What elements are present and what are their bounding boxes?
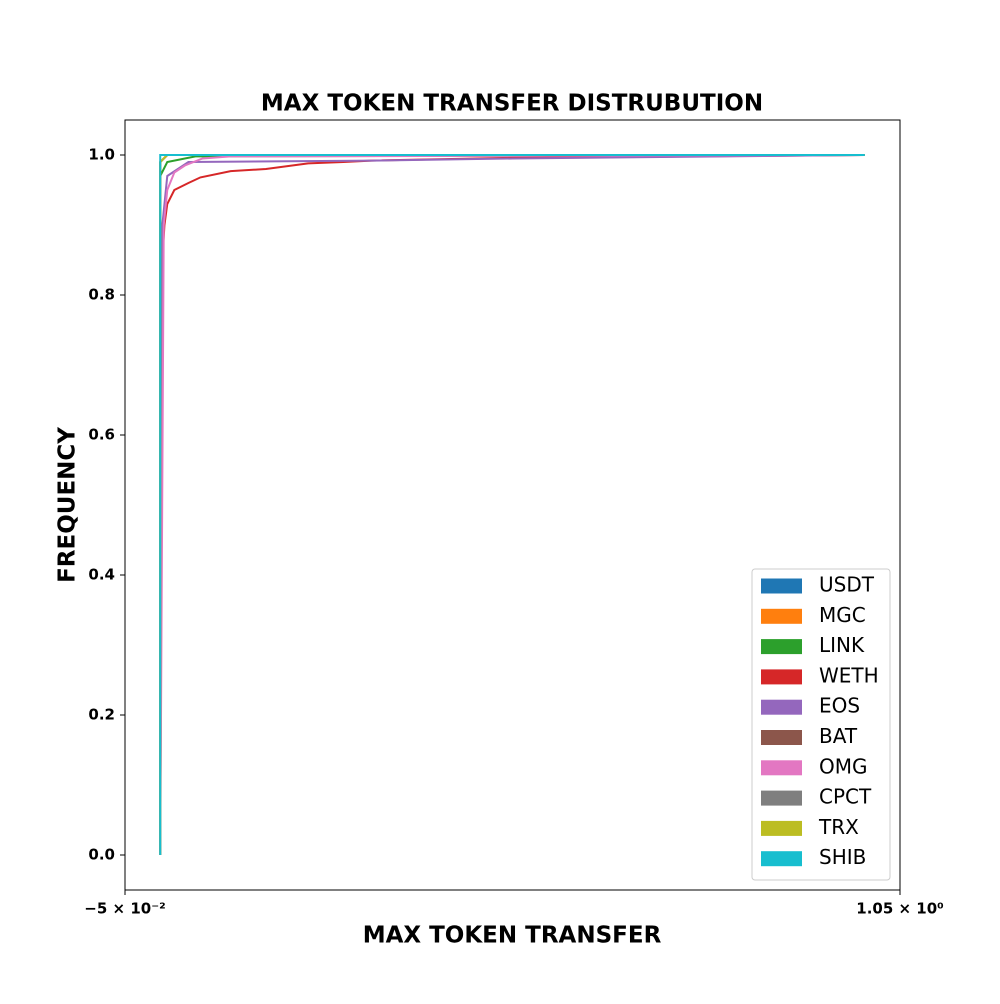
x-tick-label: −5 × 10⁻²: [84, 900, 165, 918]
legend-swatch: [761, 790, 802, 806]
legend-label: TRX: [818, 815, 859, 839]
legend-label: EOS: [819, 694, 860, 718]
legend-swatch: [761, 608, 802, 624]
legend-swatch: [761, 639, 802, 655]
legend-label: WETH: [819, 663, 879, 687]
series-line: [159, 154, 865, 855]
legend-label: USDT: [819, 573, 875, 597]
x-axis-label: MAX TOKEN TRANSFER: [363, 923, 662, 949]
y-tick-label: 0.4: [88, 566, 115, 584]
y-tick-label: 1.0: [88, 146, 115, 164]
plot-area: [159, 154, 865, 856]
legend-label: SHIB: [819, 845, 866, 869]
y-tick-label: 0.0: [88, 846, 115, 864]
plot-frame: [124, 119, 901, 891]
legend-swatch: [761, 820, 802, 836]
legend-swatch: [761, 851, 802, 867]
x-tick-label: 1.05 × 10⁰: [856, 900, 943, 918]
legend-swatch: [761, 760, 802, 776]
legend: USDT MGC LINK WETH EOS BAT OMG CPCT TRX SHIB: [751, 568, 891, 881]
legend-swatch: [761, 578, 802, 594]
legend-label: BAT: [819, 724, 858, 748]
legend-label: MGC: [819, 603, 866, 627]
legend-swatch: [761, 730, 802, 745]
series-line: [159, 154, 865, 856]
legend-label: LINK: [819, 633, 865, 657]
y-tick-label: 0.2: [88, 706, 115, 724]
legend-label: CPCT: [819, 785, 872, 809]
y-tick-label: 0.8: [88, 286, 115, 304]
legend-swatch: [761, 669, 802, 685]
series-line: [159, 154, 865, 856]
legend-swatch: [761, 699, 802, 715]
y-axis-label: FREQUENCY: [55, 427, 81, 583]
chart-title: MAX TOKEN TRANSFER DISTRUBUTION: [261, 91, 763, 117]
y-tick-label: 0.6: [88, 426, 115, 444]
legend-label: OMG: [819, 754, 868, 778]
